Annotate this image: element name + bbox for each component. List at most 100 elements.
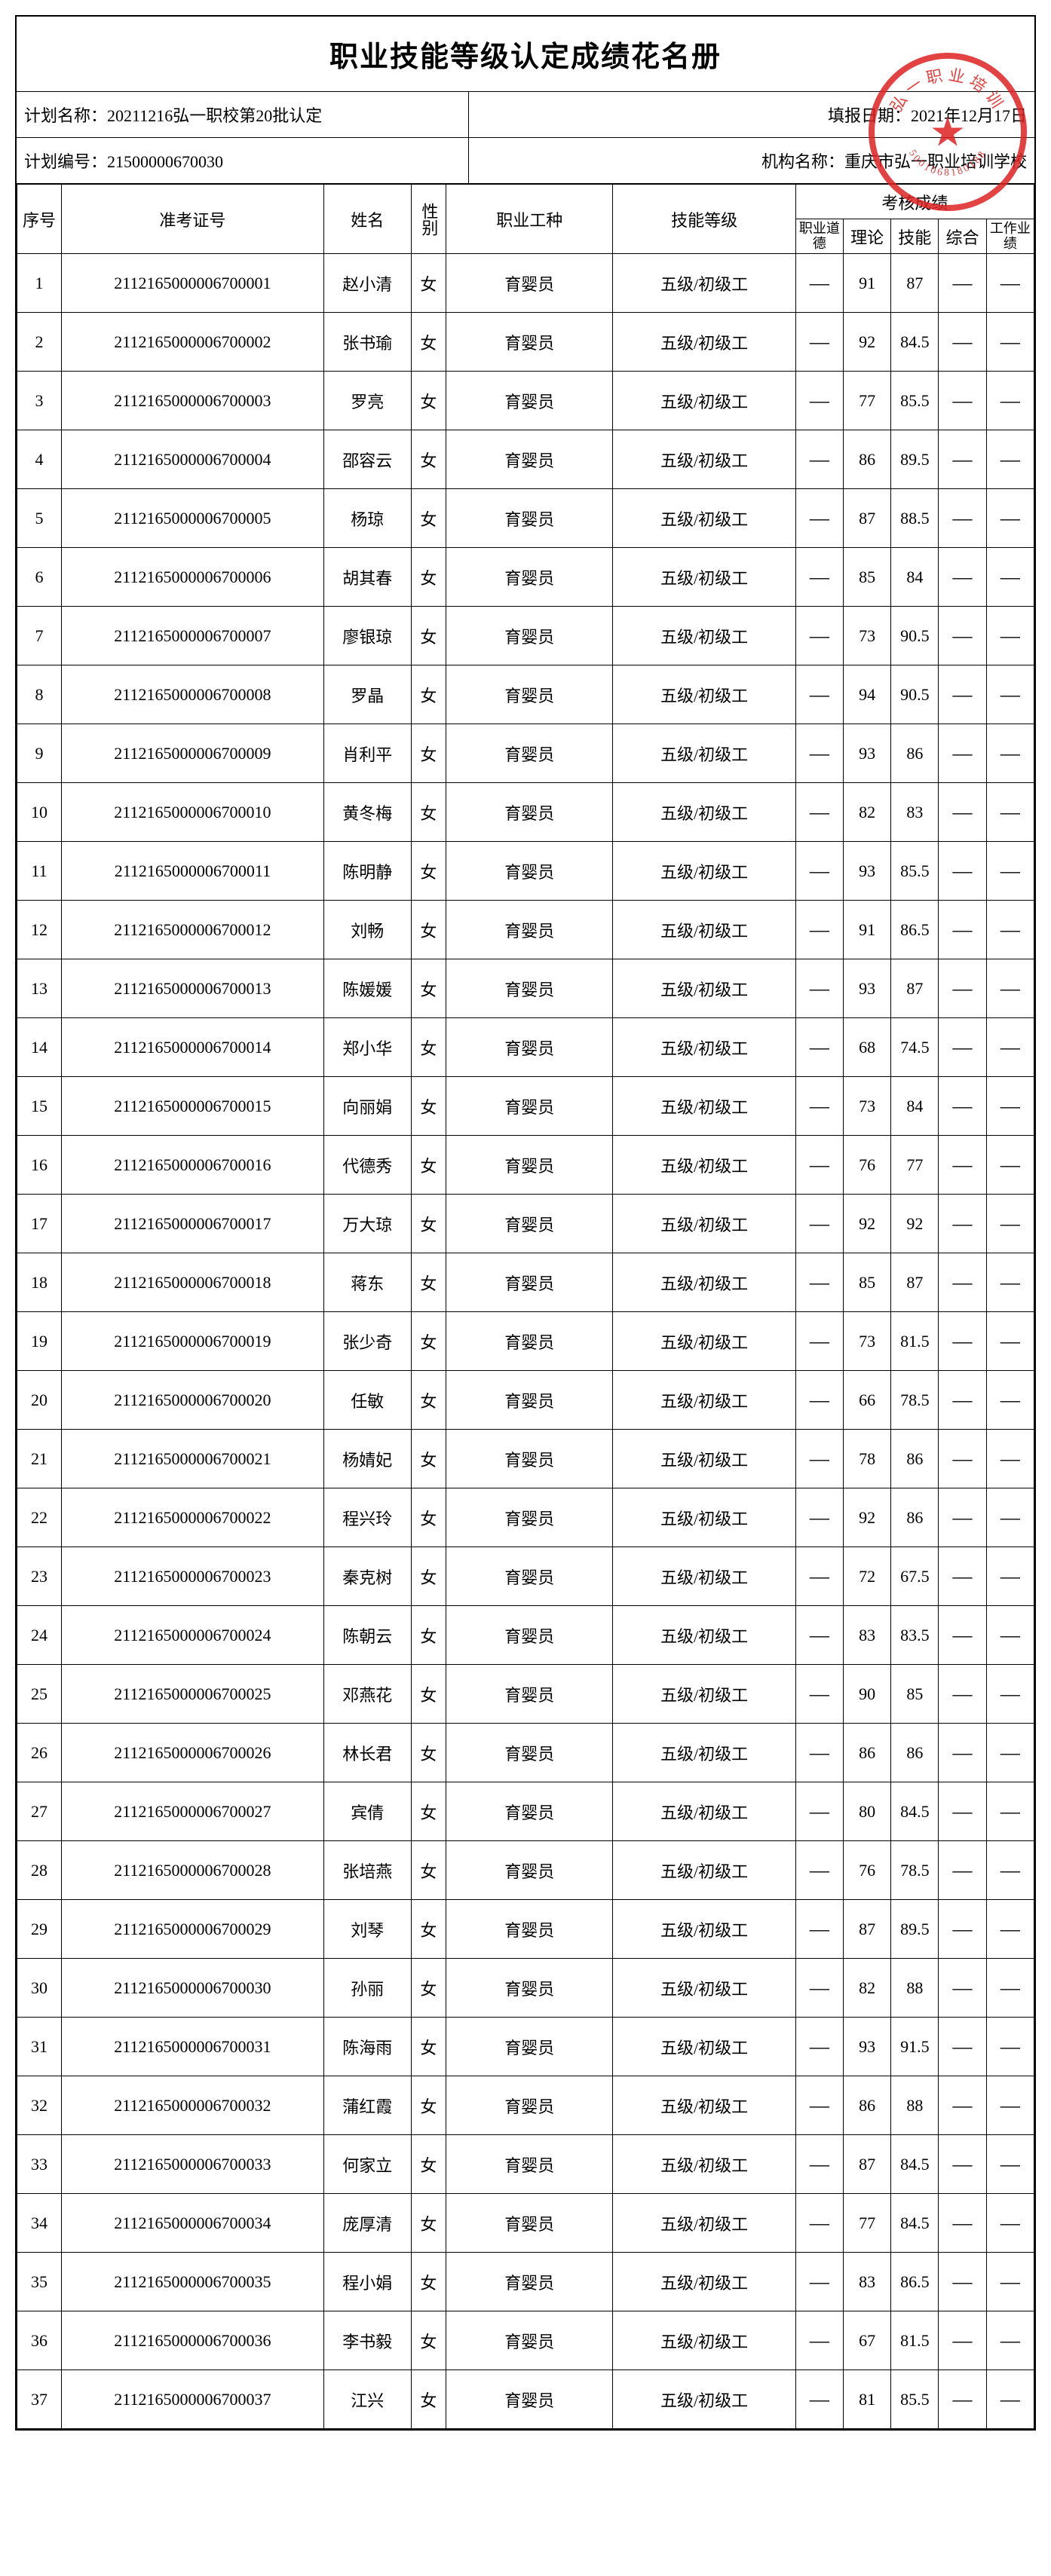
cell-work: — <box>986 1782 1034 1841</box>
cell-level: 五级/初级工 <box>613 2076 795 2135</box>
cell-job: 育婴员 <box>446 1253 613 1312</box>
cell-exam: 2112165000006700029 <box>62 1900 324 1959</box>
cell-comp: — <box>939 959 986 1018</box>
cell-theory: 91 <box>843 901 890 959</box>
cell-seq: 29 <box>17 1900 62 1959</box>
cell-seq: 5 <box>17 489 62 548</box>
cell-job: 育婴员 <box>446 2311 613 2370</box>
org-cell: 机构名称：重庆市弘一职业培训学校 <box>469 138 1034 183</box>
meta-row-2: 计划编号：21500000670030 机构名称：重庆市弘一职业培训学校 <box>17 138 1034 184</box>
cell-job: 育婴员 <box>446 959 613 1018</box>
cell-ethics: — <box>795 1077 843 1136</box>
cell-ethics: — <box>795 2370 843 2429</box>
cell-seq: 22 <box>17 1488 62 1547</box>
cell-name: 邓燕花 <box>323 1665 411 1724</box>
table-row: 312112165000006700031陈海雨女育婴员五级/初级工—9391.… <box>17 2018 1034 2076</box>
cell-name: 罗晶 <box>323 665 411 724</box>
cell-comp: — <box>939 1782 986 1841</box>
cell-seq: 6 <box>17 548 62 607</box>
cell-ethics: — <box>795 1547 843 1606</box>
cell-level: 五级/初级工 <box>613 783 795 842</box>
table-row: 322112165000006700032蒲红霞女育婴员五级/初级工—8688—… <box>17 2076 1034 2135</box>
table-head: 序号 准考证号 姓名 性别 职业工种 技能等级 考核成绩 职业道德 理论 技能 … <box>17 185 1034 254</box>
cell-theory: 72 <box>843 1547 890 1606</box>
cell-comp: — <box>939 901 986 959</box>
cell-seq: 13 <box>17 959 62 1018</box>
cell-name: 刘琴 <box>323 1900 411 1959</box>
cell-comp: — <box>939 1077 986 1136</box>
cell-skill: 74.5 <box>891 1018 939 1077</box>
cell-ethics: — <box>795 901 843 959</box>
cell-work: — <box>986 607 1034 665</box>
cell-sex: 女 <box>411 1782 446 1841</box>
cell-theory: 76 <box>843 1841 890 1900</box>
cell-job: 育婴员 <box>446 1195 613 1253</box>
cell-job: 育婴员 <box>446 548 613 607</box>
cell-skill: 84.5 <box>891 2135 939 2194</box>
cell-work: — <box>986 1900 1034 1959</box>
table-row: 282112165000006700028张培燕女育婴员五级/初级工—7678.… <box>17 1841 1034 1900</box>
cell-exam: 2112165000006700022 <box>62 1488 324 1547</box>
cell-ethics: — <box>795 783 843 842</box>
cell-work: — <box>986 1430 1034 1488</box>
cell-level: 五级/初级工 <box>613 1430 795 1488</box>
cell-sex: 女 <box>411 1488 446 1547</box>
cell-sex: 女 <box>411 372 446 430</box>
org-label: 机构名称： <box>761 152 844 171</box>
cell-work: — <box>986 1724 1034 1782</box>
cell-job: 育婴员 <box>446 2370 613 2429</box>
cell-skill: 86 <box>891 1430 939 1488</box>
table-row: 232112165000006700023秦克树女育婴员五级/初级工—7267.… <box>17 1547 1034 1606</box>
cell-job: 育婴员 <box>446 1724 613 1782</box>
cell-job: 育婴员 <box>446 430 613 489</box>
th-score-group: 考核成绩 <box>795 185 1034 219</box>
cell-sex: 女 <box>411 1253 446 1312</box>
cell-theory: 92 <box>843 1195 890 1253</box>
cell-seq: 28 <box>17 1841 62 1900</box>
cell-ethics: — <box>795 1959 843 2018</box>
cell-name: 杨婧妃 <box>323 1430 411 1488</box>
cell-ethics: — <box>795 430 843 489</box>
cell-level: 五级/初级工 <box>613 430 795 489</box>
cell-job: 育婴员 <box>446 2018 613 2076</box>
cell-comp: — <box>939 372 986 430</box>
cell-skill: 85.5 <box>891 372 939 430</box>
cell-comp: — <box>939 1724 986 1782</box>
cell-seq: 32 <box>17 2076 62 2135</box>
cell-theory: 73 <box>843 1077 890 1136</box>
cell-exam: 2112165000006700008 <box>62 665 324 724</box>
cell-work: — <box>986 1841 1034 1900</box>
table-row: 172112165000006700017万大琼女育婴员五级/初级工—9292—… <box>17 1195 1034 1253</box>
cell-theory: 81 <box>843 2370 890 2429</box>
cell-level: 五级/初级工 <box>613 1606 795 1665</box>
cell-name: 张书瑜 <box>323 313 411 372</box>
cell-theory: 85 <box>843 1253 890 1312</box>
cell-skill: 67.5 <box>891 1547 939 1606</box>
cell-level: 五级/初级工 <box>613 1195 795 1253</box>
cell-level: 五级/初级工 <box>613 842 795 901</box>
cell-skill: 78.5 <box>891 1841 939 1900</box>
table-row: 102112165000006700010黄冬梅女育婴员五级/初级工—8283—… <box>17 783 1034 842</box>
cell-ethics: — <box>795 1665 843 1724</box>
cell-work: — <box>986 548 1034 607</box>
th-theory: 理论 <box>843 219 890 254</box>
cell-comp: — <box>939 1195 986 1253</box>
cell-name: 刘畅 <box>323 901 411 959</box>
cell-skill: 89.5 <box>891 1900 939 1959</box>
cell-seq: 9 <box>17 724 62 783</box>
cell-level: 五级/初级工 <box>613 2370 795 2429</box>
cell-comp: — <box>939 1841 986 1900</box>
plan-no-label: 计划编号： <box>24 152 107 171</box>
cell-theory: 73 <box>843 1312 890 1371</box>
cell-name: 陈朝云 <box>323 1606 411 1665</box>
cell-sex: 女 <box>411 1606 446 1665</box>
cell-work: — <box>986 665 1034 724</box>
cell-skill: 84.5 <box>891 2194 939 2253</box>
cell-theory: 93 <box>843 959 890 1018</box>
cell-exam: 2112165000006700006 <box>62 548 324 607</box>
cell-sex: 女 <box>411 548 446 607</box>
table-body: 12112165000006700001赵小清女育婴员五级/初级工—9187——… <box>17 254 1034 2429</box>
cell-level: 五级/初级工 <box>613 372 795 430</box>
cell-level: 五级/初级工 <box>613 724 795 783</box>
cell-job: 育婴员 <box>446 1782 613 1841</box>
